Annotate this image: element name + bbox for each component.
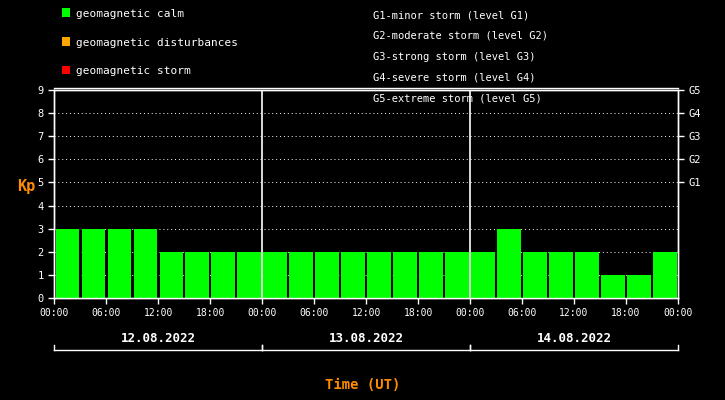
Text: geomagnetic calm: geomagnetic calm [76,9,184,19]
Text: G2-moderate storm (level G2): G2-moderate storm (level G2) [373,31,548,41]
Text: G1-minor storm (level G1): G1-minor storm (level G1) [373,10,530,20]
Bar [419,252,443,298]
Text: 12.08.2022: 12.08.2022 [121,332,196,345]
Y-axis label: Kp: Kp [17,179,36,194]
Bar [575,252,599,298]
Text: 14.08.2022: 14.08.2022 [536,332,611,345]
Bar [368,252,391,298]
Bar [497,229,521,298]
Bar [212,252,235,298]
Bar [82,229,105,298]
Text: Time (UT): Time (UT) [325,378,400,392]
Bar [471,252,494,298]
Bar [601,275,625,298]
Bar [315,252,339,298]
Bar [523,252,547,298]
Text: G4-severe storm (level G4): G4-severe storm (level G4) [373,72,536,82]
Bar [653,252,676,298]
Text: geomagnetic storm: geomagnetic storm [76,66,191,76]
Bar [107,229,131,298]
Bar [627,275,650,298]
Text: G3-strong storm (level G3): G3-strong storm (level G3) [373,52,536,62]
Text: G5-extreme storm (level G5): G5-extreme storm (level G5) [373,93,542,103]
Bar [133,229,157,298]
Bar [160,252,183,298]
Bar [56,229,79,298]
Bar [289,252,313,298]
Text: geomagnetic disturbances: geomagnetic disturbances [76,38,239,48]
Bar [394,252,417,298]
Bar [550,252,573,298]
Bar [186,252,209,298]
Bar [445,252,469,298]
Bar [341,252,365,298]
Bar [263,252,287,298]
Text: 13.08.2022: 13.08.2022 [328,332,404,345]
Bar [238,252,261,298]
